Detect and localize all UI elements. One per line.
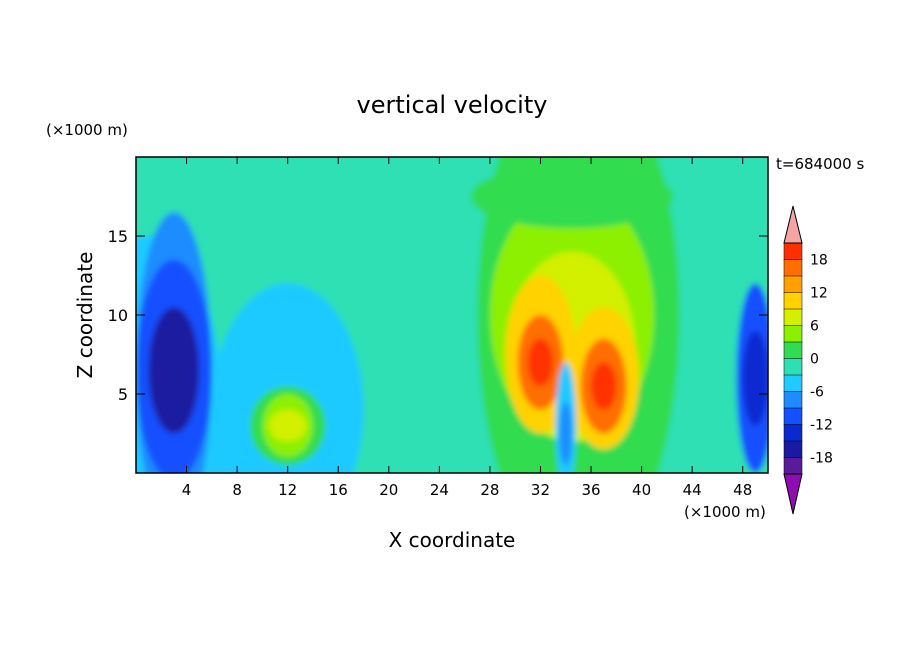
colorbar-swatch xyxy=(783,407,803,426)
x-tick-label: 32 xyxy=(531,481,550,499)
x-tick-label: 28 xyxy=(480,481,499,499)
y-tick-label: 5 xyxy=(118,385,128,404)
colorbar-swatch xyxy=(783,341,803,360)
time-label: t=684000 s xyxy=(776,155,864,173)
y-axis-label: Z coordinate xyxy=(73,252,97,379)
chart-title: vertical velocity xyxy=(357,91,548,119)
contour-region xyxy=(148,307,200,434)
colorbar-top-arrow xyxy=(783,205,803,244)
colorbar: 18 12 6 0 -6 -12 -18 xyxy=(783,205,833,515)
colorbar-swatch xyxy=(783,292,803,310)
contour-region xyxy=(559,401,573,466)
colorbar-tick-label: 12 xyxy=(810,286,828,302)
colorbar-tick-label: -18 xyxy=(810,451,833,467)
heatmap-field xyxy=(136,157,768,473)
colorbar-swatch xyxy=(783,242,803,261)
y-axis: 5 10 15 xyxy=(108,227,768,404)
colorbar-swatch xyxy=(783,259,803,277)
colorbar-tick-label: -12 xyxy=(810,418,833,434)
colorbar-swatch xyxy=(783,325,803,343)
x-tick-label: 4 xyxy=(182,481,192,499)
x-axis: 4 8 12 16 20 24 28 32 36 40 44 48 xyxy=(182,157,752,499)
y-unit-label: (×1000 m) xyxy=(46,121,128,139)
colorbar-swatch xyxy=(783,275,803,294)
colorbar-tick-label: 6 xyxy=(810,319,819,335)
contour-region xyxy=(591,362,617,410)
colorbar-tick-label: -6 xyxy=(810,385,824,401)
contour-region xyxy=(268,409,307,442)
x-tick-label: 12 xyxy=(278,481,297,499)
y-tick-label: 15 xyxy=(108,227,128,246)
colorbar-swatch xyxy=(783,391,803,409)
x-tick-label: 40 xyxy=(632,481,651,499)
x-tick-label: 8 xyxy=(232,481,242,499)
x-unit-label: (×1000 m) xyxy=(684,503,766,521)
colorbar-bottom-arrow xyxy=(783,473,803,515)
contour-region xyxy=(742,330,768,426)
colorbar-tick-label: 18 xyxy=(810,253,828,269)
x-tick-label: 44 xyxy=(683,481,702,499)
colorbar-swatch xyxy=(783,308,803,327)
x-tick-label: 48 xyxy=(733,481,752,499)
x-tick-label: 16 xyxy=(329,481,348,499)
colorbar-swatch xyxy=(783,440,803,459)
colorbar-swatch xyxy=(783,374,803,393)
contour-region xyxy=(527,338,554,387)
colorbar-swatch xyxy=(783,457,803,475)
colorbar-tick-label: 0 xyxy=(810,352,819,368)
colorbar-swatch xyxy=(783,424,803,442)
x-axis-label: X coordinate xyxy=(389,528,516,552)
x-tick-label: 24 xyxy=(430,481,449,499)
contour-region xyxy=(470,164,674,229)
colorbar-swatch xyxy=(783,358,803,376)
x-tick-label: 20 xyxy=(379,481,398,499)
x-tick-label: 36 xyxy=(581,481,600,499)
y-tick-label: 10 xyxy=(108,306,128,325)
